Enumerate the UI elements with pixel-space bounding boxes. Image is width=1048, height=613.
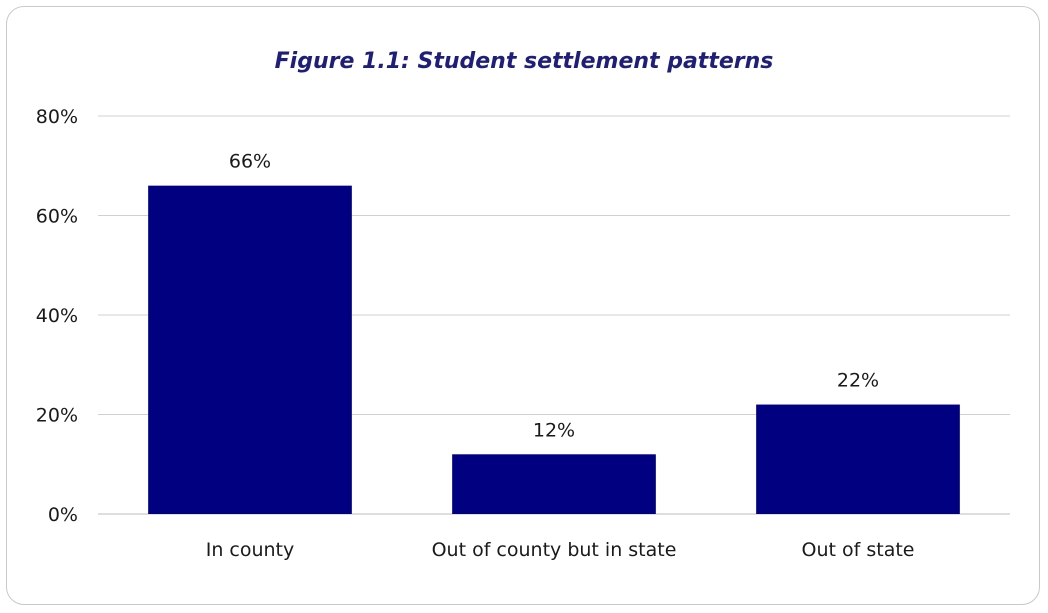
bar	[148, 185, 352, 514]
y-tick-label: 40%	[36, 305, 78, 327]
category-label: In county	[206, 539, 295, 561]
bars	[148, 185, 960, 514]
data-labels: 66% 12% 22%	[229, 151, 879, 442]
y-tick-label: 60%	[36, 206, 78, 228]
bar-data-label: 22%	[837, 370, 879, 392]
y-axis-tick-labels: 0% 20% 40% 60% 80%	[36, 106, 78, 526]
bar	[452, 454, 656, 514]
x-axis-category-labels: In county Out of county but in state Out o…	[206, 539, 915, 561]
bar-data-label: 66%	[229, 151, 271, 173]
chart-title: Figure 1.1: Student settlement patterns	[275, 49, 774, 74]
bar-data-label: 12%	[533, 419, 575, 441]
y-tick-label: 20%	[36, 405, 78, 427]
category-label: Out of county but in state	[432, 539, 677, 561]
category-label: Out of state	[802, 539, 915, 561]
y-tick-label: 80%	[36, 106, 78, 128]
y-tick-label: 0%	[48, 504, 78, 526]
bar	[756, 404, 960, 514]
